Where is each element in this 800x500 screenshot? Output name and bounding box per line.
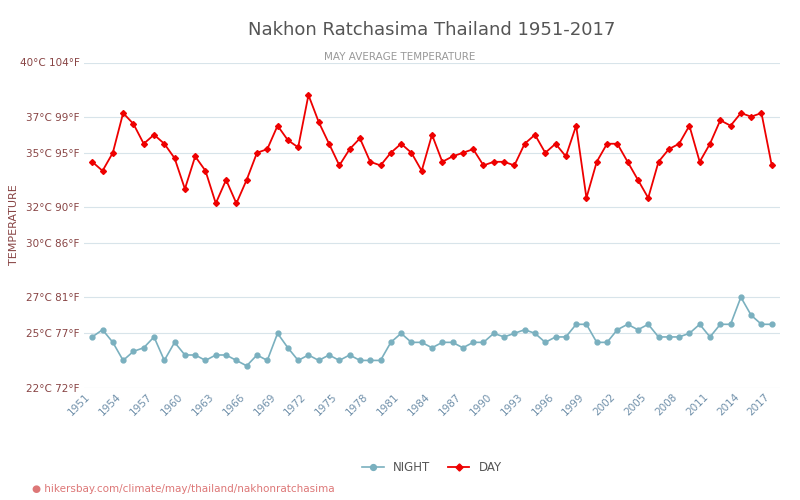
- NIGHT: [376, 358, 386, 364]
- Legend: NIGHT, DAY: NIGHT, DAY: [358, 456, 506, 479]
- NIGHT: [767, 322, 777, 328]
- Line: DAY: DAY: [90, 93, 774, 206]
- Text: MAY AVERAGE TEMPERATURE: MAY AVERAGE TEMPERATURE: [324, 52, 476, 62]
- DAY: [386, 150, 396, 156]
- Text: ● hikersbay.com/climate/may/thailand/nakhonratchasima: ● hikersbay.com/climate/may/thailand/nak…: [32, 484, 334, 494]
- Line: NIGHT: NIGHT: [90, 295, 774, 368]
- NIGHT: [139, 345, 149, 351]
- DAY: [623, 159, 633, 165]
- DAY: [211, 200, 221, 206]
- DAY: [726, 122, 735, 128]
- NIGHT: [613, 326, 622, 332]
- NIGHT: [170, 340, 179, 345]
- NIGHT: [736, 294, 746, 300]
- DAY: [417, 168, 426, 174]
- Title: Nakhon Ratchasima Thailand 1951-2017: Nakhon Ratchasima Thailand 1951-2017: [248, 20, 616, 38]
- NIGHT: [242, 363, 251, 369]
- DAY: [139, 141, 149, 147]
- Y-axis label: TEMPERATURE: TEMPERATURE: [10, 184, 19, 266]
- DAY: [87, 159, 97, 165]
- DAY: [304, 92, 314, 98]
- DAY: [170, 155, 179, 161]
- DAY: [767, 162, 777, 168]
- NIGHT: [406, 340, 416, 345]
- NIGHT: [87, 334, 97, 340]
- NIGHT: [715, 322, 725, 328]
